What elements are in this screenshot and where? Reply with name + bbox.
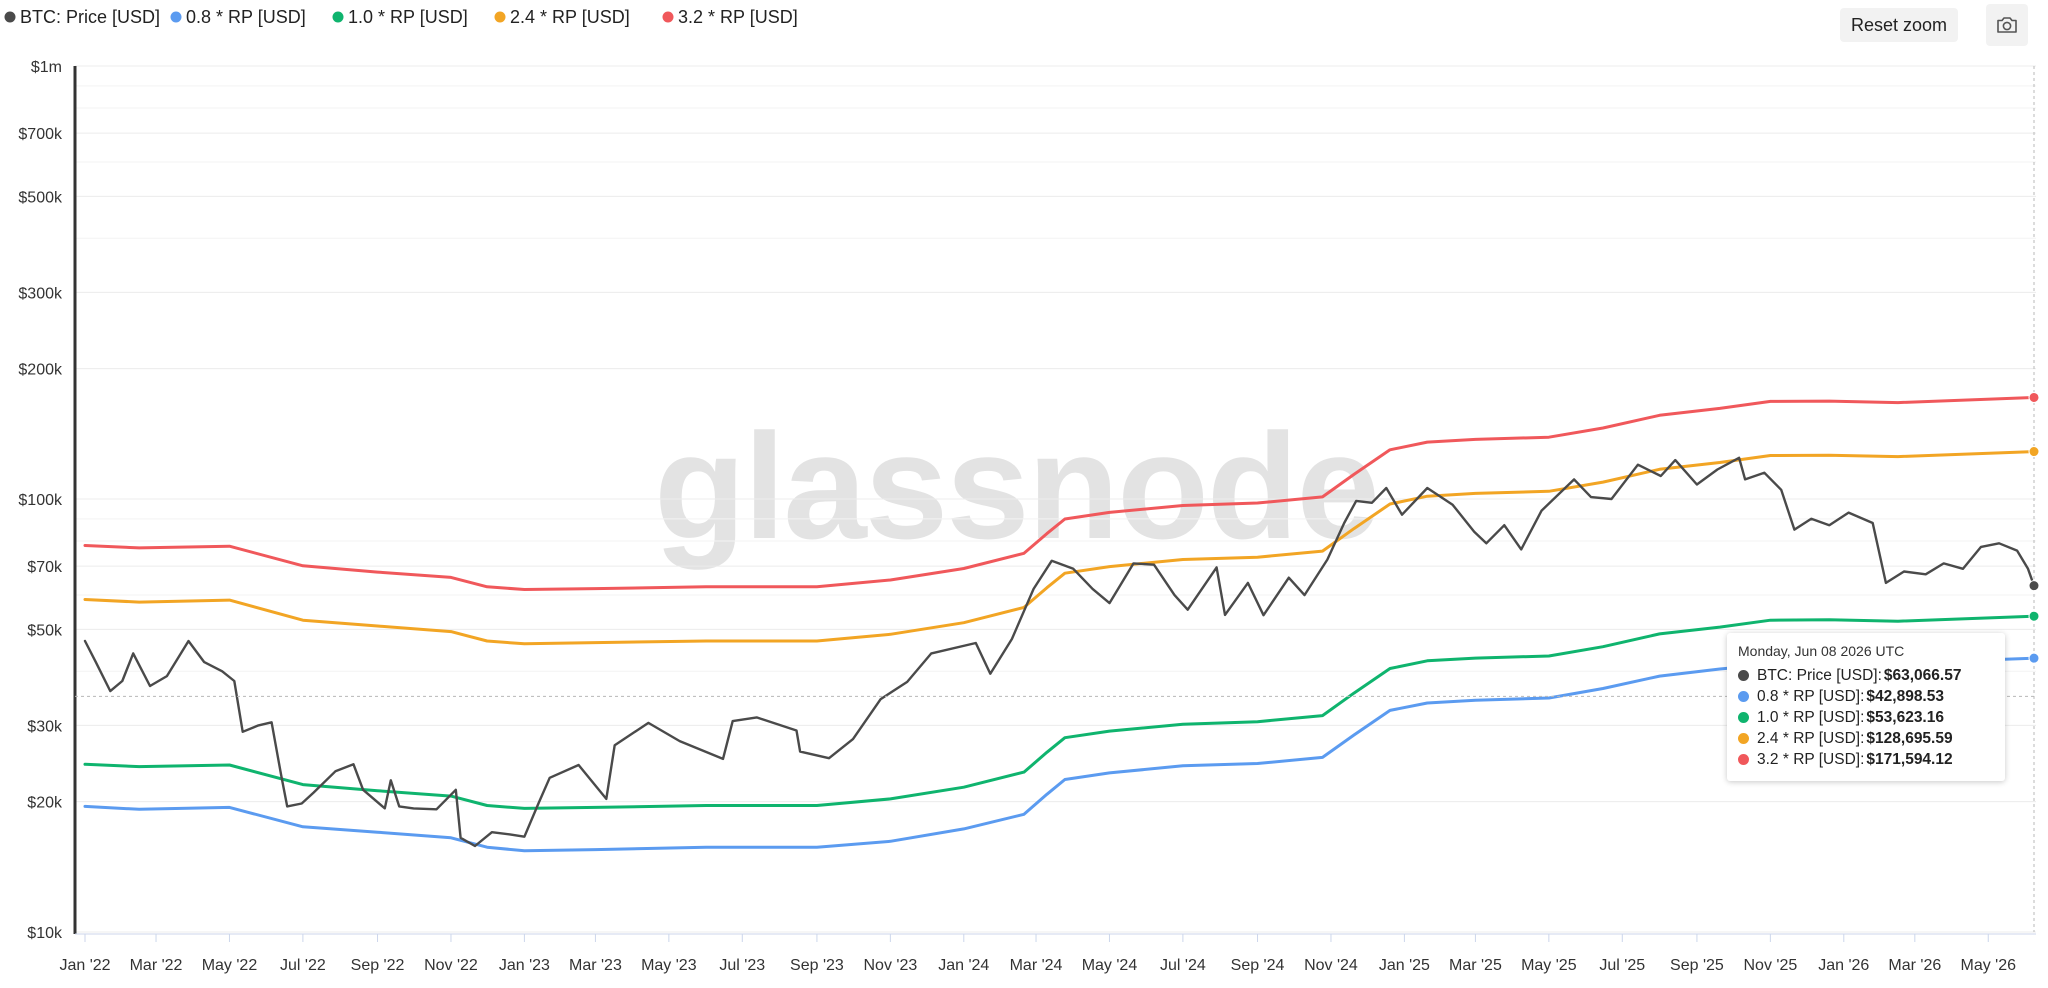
x-tick-label: May '26: [1960, 957, 2016, 974]
tooltip-row: 2.4 * RP [USD]: $128,695.59: [1738, 728, 1994, 749]
tooltip-row: 3.2 * RP [USD]: $171,594.12: [1738, 749, 1994, 770]
legend-dot-icon: [494, 11, 506, 23]
x-tick-label: Sep '24: [1231, 957, 1285, 974]
tooltip-label: 0.8 * RP [USD]:: [1757, 687, 1865, 705]
legend-dot-icon: [170, 11, 182, 23]
series-line-1: [83, 656, 2036, 853]
series-line-4: [83, 396, 2036, 591]
legend-label: 2.4 * RP [USD]: [510, 7, 630, 27]
y-tick-label: $10k: [27, 925, 63, 942]
legend-item[interactable]: 1.0 * RP [USD]: [332, 7, 468, 27]
legend-label: 1.0 * RP [USD]: [348, 7, 468, 27]
reset-zoom-button[interactable]: Reset zoom: [1840, 8, 1958, 42]
x-tick-label: Mar '24: [1010, 957, 1063, 974]
series-lines: [83, 396, 2036, 853]
legend-dot-icon: [662, 11, 674, 23]
x-tick-label: Jul '24: [1160, 957, 1206, 974]
y-tick-label: $30k: [27, 718, 63, 735]
y-tick-label: $200k: [18, 362, 63, 379]
x-tick-label: Sep '25: [1670, 957, 1724, 974]
tooltip-row: 1.0 * RP [USD]: $53,623.16: [1738, 707, 1994, 728]
series-end-marker: [2028, 652, 2040, 664]
tooltip-label: 1.0 * RP [USD]:: [1757, 708, 1865, 726]
x-tick-label: Mar '22: [130, 957, 183, 974]
x-tick-label: May '25: [1521, 957, 1577, 974]
x-tick-label: Jan '25: [1379, 957, 1430, 974]
x-tick-label: Jan '24: [938, 957, 989, 974]
watermark-text: glassnode: [654, 402, 1378, 570]
x-tick-label: Mar '25: [1449, 957, 1502, 974]
x-tick-label: May '23: [641, 957, 697, 974]
tooltip-rows: BTC: Price [USD]: $63,066.57 0.8 * RP [USD…: [1738, 665, 1994, 770]
tooltip-value: $63,066.57: [1883, 666, 1962, 684]
legend-dot-icon: [332, 11, 344, 23]
tooltip-value: $53,623.16: [1866, 708, 1944, 726]
y-tick-label: $50k: [27, 622, 63, 639]
camera-button[interactable]: [1986, 4, 2028, 46]
series-end-markers: [2028, 391, 2040, 664]
tooltip-dot-icon: [1738, 733, 1749, 744]
tooltip-row: BTC: Price [USD]: $63,066.57: [1738, 665, 1994, 686]
series-end-marker: [2028, 610, 2040, 622]
legend-item[interactable]: 0.8 * RP [USD]: [170, 7, 306, 27]
legend-label: BTC: Price [USD]: [20, 7, 160, 27]
legend-label: 0.8 * RP [USD]: [186, 7, 306, 27]
x-tick-label: Jan '23: [499, 957, 550, 974]
y-axis: $10k $20k $30k $50k $70k $100k $200k $300k $500k…: [18, 59, 63, 942]
tooltip-row: 0.8 * RP [USD]: $42,898.53: [1738, 686, 1994, 707]
y-tick-label: $70k: [27, 559, 63, 576]
crosshair: [75, 66, 2036, 932]
x-tick-label: Jul '23: [719, 957, 765, 974]
camera-icon: [1997, 17, 2017, 33]
grid-lines: [75, 65, 2036, 933]
tooltip-label: 2.4 * RP [USD]:: [1757, 729, 1865, 747]
tooltip-label: BTC: Price [USD]:: [1757, 666, 1882, 684]
series-end-marker: [2028, 446, 2040, 458]
tooltip-dot-icon: [1738, 712, 1749, 723]
x-tick-label: Sep '22: [351, 957, 405, 974]
x-tick-label: Nov '24: [1304, 957, 1358, 974]
y-tick-label: $700k: [18, 126, 63, 143]
x-tick-label: Nov '23: [863, 957, 917, 974]
series-end-marker: [2028, 580, 2040, 592]
x-tick-label: Sep '23: [790, 957, 844, 974]
y-tick-label: $100k: [18, 492, 63, 509]
tooltip-date: Monday, Jun 08 2026 UTC: [1738, 643, 1905, 659]
series-line-0: [83, 456, 2036, 848]
legend-item[interactable]: BTC: Price [USD]: [4, 7, 161, 27]
series-end-marker: [2028, 391, 2040, 403]
tooltip-dot-icon: [1738, 754, 1749, 765]
x-tick-label: Jul '25: [1599, 957, 1645, 974]
legend-item[interactable]: 2.4 * RP [USD]: [494, 7, 630, 27]
x-tick-label: May '22: [202, 957, 258, 974]
legend: BTC: Price [USD] 0.8 * RP [USD] 1.0 * RP […: [4, 7, 798, 27]
tooltip-dot-icon: [1738, 691, 1749, 702]
y-tick-label: $20k: [27, 795, 63, 812]
x-tick-label: Nov '25: [1743, 957, 1797, 974]
y-tick-label: $300k: [18, 285, 63, 302]
x-tick-label: Nov '22: [424, 957, 478, 974]
y-tick-label: $500k: [18, 189, 63, 206]
legend-item[interactable]: 3.2 * RP [USD]: [662, 7, 798, 27]
tooltip-value: $171,594.12: [1866, 750, 1953, 768]
tooltip-label: 3.2 * RP [USD]:: [1757, 750, 1865, 768]
x-tick-label: Jan '22: [59, 957, 110, 974]
x-tick-label: May '24: [1082, 957, 1138, 974]
tooltip-value: $128,695.59: [1866, 729, 1953, 747]
legend-label: 3.2 * RP [USD]: [678, 7, 798, 27]
y-tick-label: $1m: [31, 59, 62, 76]
x-axis: Jan '22 Mar '22 May '22 Jul '22 Sep '22 Nov '…: [59, 934, 2016, 974]
x-tick-label: Mar '23: [569, 957, 622, 974]
legend-dot-icon: [4, 11, 16, 23]
tooltip-value: $42,898.53: [1866, 687, 1944, 705]
tooltip-dot-icon: [1738, 670, 1749, 681]
tooltip: Monday, Jun 08 2026 UTC BTC: Price [USD]…: [1727, 633, 2005, 781]
x-tick-label: Mar '26: [1888, 957, 1941, 974]
x-tick-label: Jan '26: [1818, 957, 1869, 974]
x-tick-label: Jul '22: [280, 957, 326, 974]
